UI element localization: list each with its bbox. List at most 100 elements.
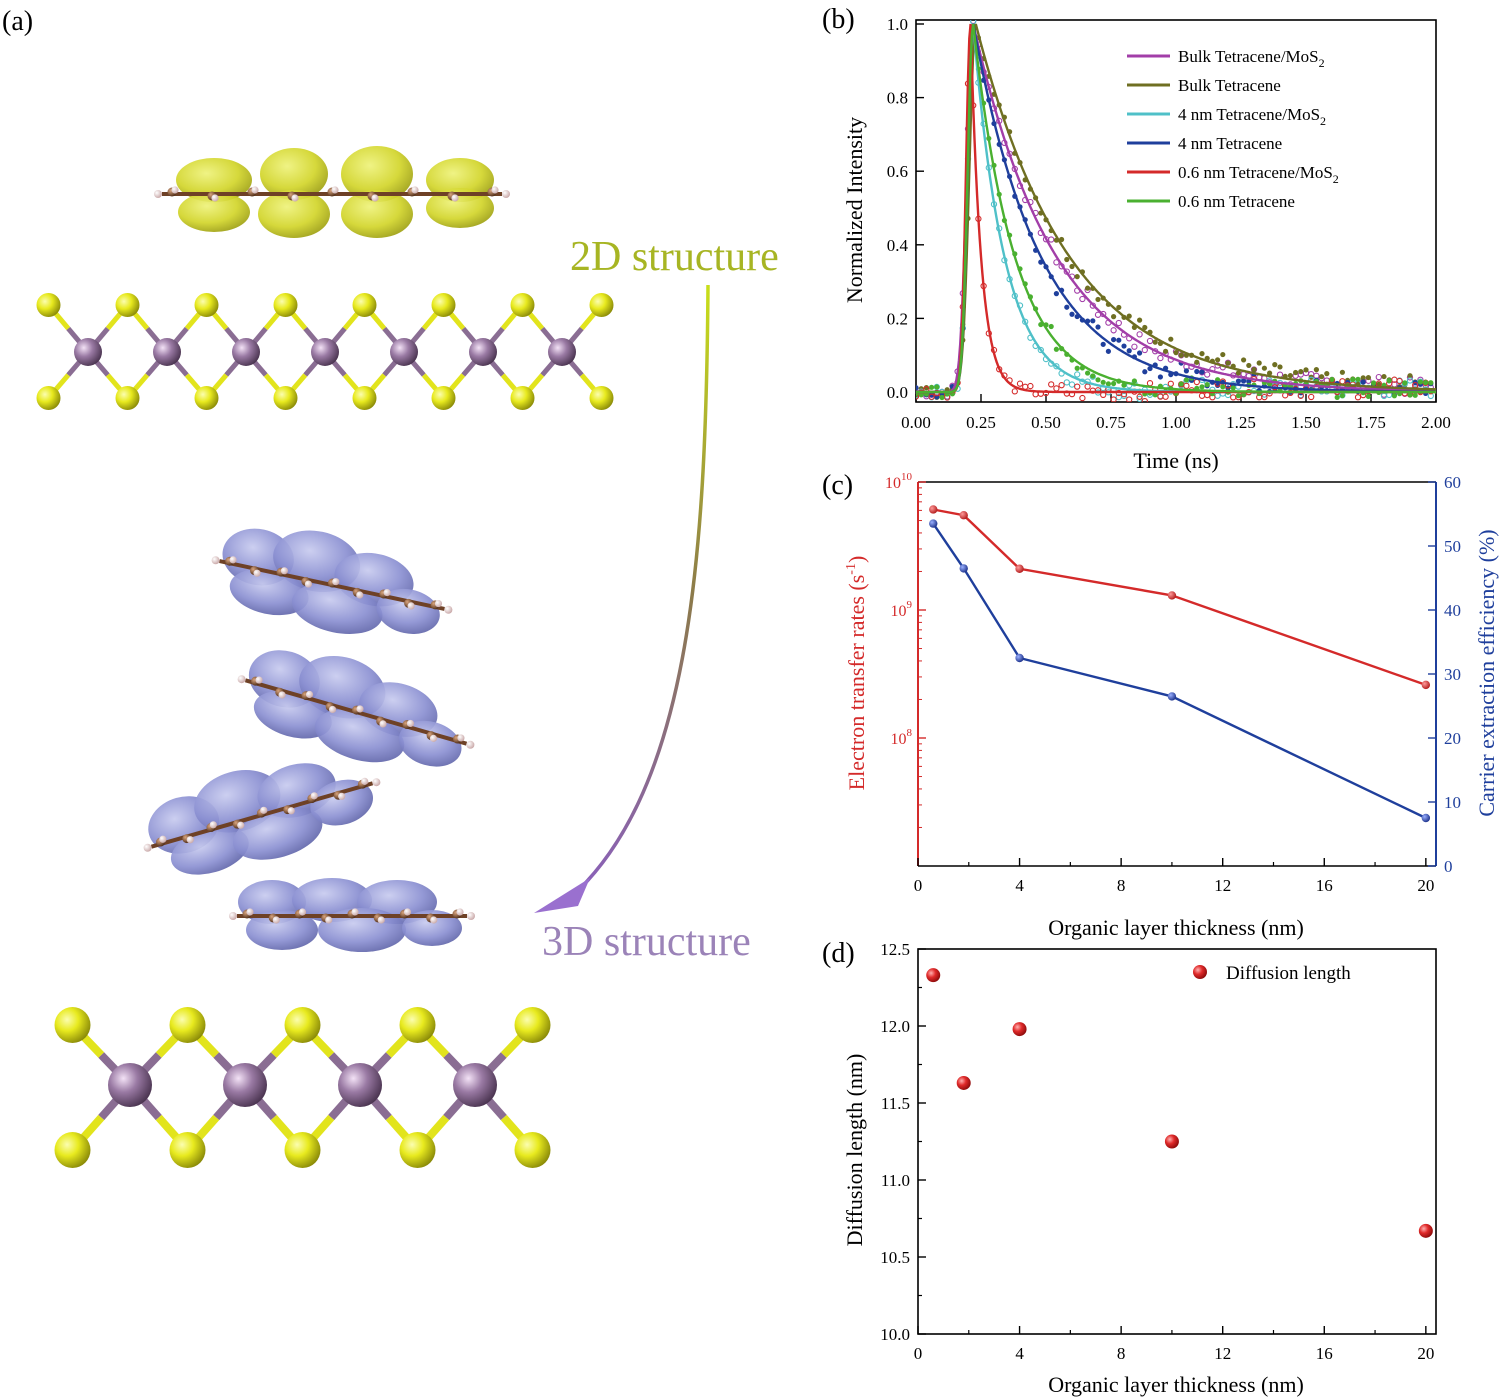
y-left-tick-label: 108 (891, 727, 913, 748)
rate-point (929, 505, 938, 514)
diffusion-point (1012, 1022, 1027, 1037)
decay-point (1407, 392, 1413, 398)
decay-point (1423, 380, 1429, 386)
panel-label-d: (d) (822, 938, 855, 969)
legend-label: 0.6 nm Tetracene (1178, 192, 1295, 211)
decay-fit-line (916, 23, 1436, 394)
decay-point (1162, 393, 1169, 400)
x-tick-label: 12 (1214, 1344, 1231, 1363)
decay-point (1215, 357, 1221, 363)
hydrogen-atom (159, 835, 167, 843)
decay-point (918, 392, 924, 398)
decay-point (928, 393, 935, 400)
decay-point (934, 384, 940, 390)
efficiency-point (1421, 813, 1431, 823)
decay-point (1058, 382, 1065, 389)
sulfur-atom (399, 1132, 436, 1168)
sulfur-atom (169, 1132, 206, 1168)
decay-point (1168, 336, 1174, 342)
hydrogen-atom (237, 821, 245, 829)
decay-point (1105, 381, 1111, 387)
x-tick-label: 0 (914, 876, 923, 895)
decay-point (1126, 396, 1133, 402)
decay-point (1146, 380, 1154, 387)
decay-point (1251, 366, 1257, 373)
decay-point (1334, 394, 1340, 400)
x-tick-label: 1.00 (1161, 413, 1191, 432)
sulfur-atom (352, 386, 377, 410)
molybdenum-atom (74, 338, 102, 366)
mos2-layer-bottom (54, 1007, 551, 1168)
molybdenum-atom (469, 338, 497, 366)
hydrogen-atom (298, 908, 307, 916)
x-tick-label: 4 (1015, 876, 1024, 895)
sulfur-atom (36, 293, 61, 317)
decay-point (1417, 379, 1423, 385)
plot-d-ylabel: Diffusion length (nm) (842, 1054, 867, 1247)
decay-point (1095, 296, 1101, 303)
rate-point (1015, 564, 1024, 573)
hydrogen-atom (253, 569, 261, 577)
hydrogen-atom (287, 807, 295, 815)
molybdenum-atom (153, 338, 181, 366)
decay-point (1064, 304, 1070, 310)
decay-point (1199, 369, 1205, 375)
decay-point (1428, 380, 1434, 386)
hydrogen-atom (383, 589, 391, 597)
molybdenum-atom (390, 338, 418, 366)
decay-point (1220, 384, 1226, 390)
hydrogen-atom (237, 675, 246, 684)
y-tick-label: 11.0 (881, 1171, 910, 1190)
decay-point (1360, 375, 1366, 381)
hydrogen-atom (209, 821, 217, 829)
decay-point (1183, 377, 1189, 383)
legend-label: 4 nm Tetracene/MoS2 (1178, 105, 1326, 128)
x-tick-label: 1.75 (1356, 413, 1386, 432)
hydrogen-atom (466, 740, 475, 749)
panel-label-b: (b) (822, 4, 855, 35)
decay-point (1053, 363, 1060, 370)
decay-point (1016, 380, 1024, 387)
decay-point (1261, 393, 1268, 401)
decay-point (1272, 362, 1278, 368)
y-right-tick-label: 50 (1444, 537, 1461, 556)
decay-point (1339, 393, 1345, 399)
hydrogen-atom (211, 556, 220, 565)
hydrogen-atom (291, 194, 299, 202)
decay-point (1095, 324, 1101, 330)
rate-point (1167, 591, 1177, 600)
y-right-tick-label: 20 (1444, 729, 1461, 748)
molybdenum-atom (223, 1063, 267, 1107)
decay-point (1074, 371, 1081, 378)
x-tick-label: 1.25 (1226, 413, 1256, 432)
panel-label-a: (a) (2, 6, 33, 37)
decay-point (1079, 295, 1086, 303)
decay-point (1246, 378, 1252, 385)
decay-point (1121, 382, 1127, 388)
hydrogen-atom (351, 908, 359, 916)
decay-point (1048, 236, 1055, 243)
plot-c-axes: 0 4 8 12 16 20 108 109 1010 0 10 20 30 40 50 60 (885, 471, 1461, 895)
decay-point (1412, 392, 1418, 398)
decay-fit-line (916, 23, 1436, 394)
y-tick-label: 10.5 (880, 1248, 910, 1267)
molybdenum-atom (108, 1063, 152, 1107)
decay-point (1163, 348, 1169, 354)
decay-point (1365, 374, 1371, 381)
hydrogen-atom (406, 719, 415, 728)
orbital-lobe (341, 146, 413, 202)
plot-c-ylabel-left: Electron transfer rates (s-1) (844, 556, 869, 791)
plot-d-legend-label: Diffusion length (1226, 963, 1351, 984)
sulfur-atom (399, 1007, 436, 1043)
hydrogen-atom (429, 734, 438, 742)
sulfur-atom (284, 1007, 321, 1043)
decay-point (916, 385, 919, 391)
decay-point (1048, 381, 1055, 388)
hydrogen-atom (331, 186, 339, 194)
plot-b-series (916, 20, 1436, 402)
hydrogen-atom (325, 916, 333, 924)
decay-point (1241, 357, 1247, 363)
x-tick-label: 2.00 (1421, 413, 1451, 432)
decay-point (1277, 364, 1283, 370)
x-tick-label: 8 (1117, 1344, 1126, 1363)
